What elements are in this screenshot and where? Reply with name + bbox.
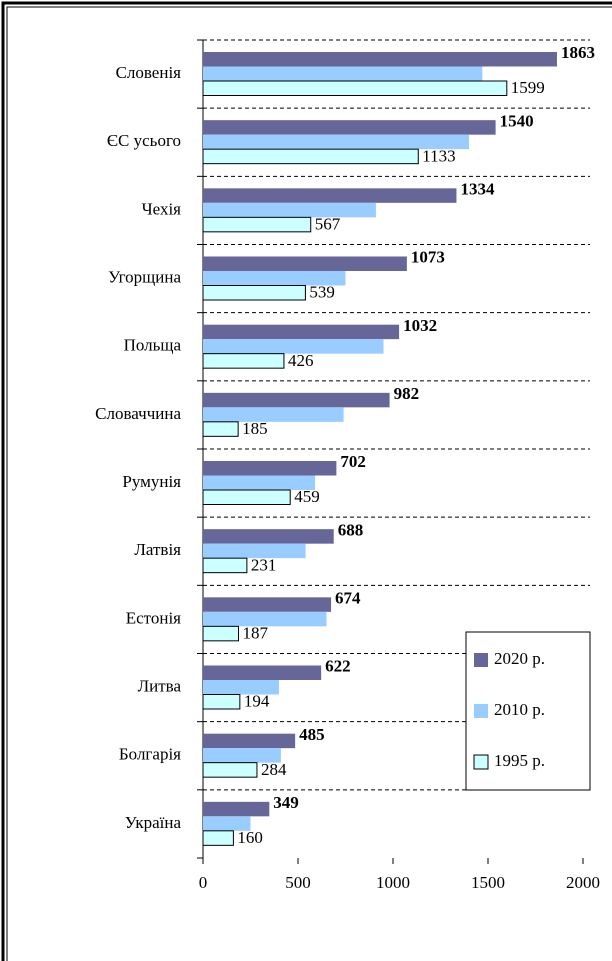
bar [202,353,285,369]
y-tick-label: Україна [125,813,182,832]
x-tick-label: 2000 [566,873,600,892]
bar [203,324,400,340]
bar [202,625,240,642]
frame-inner [6,6,612,961]
value-label: 702 [340,452,366,471]
bar [202,557,248,574]
y-tick-label: Польща [124,336,182,355]
bar [202,694,241,710]
bar [203,188,457,203]
bar [203,529,334,544]
x-tick-label: 1500 [471,873,505,892]
value-label: 688 [338,520,364,539]
x-tick-label: 0 [199,873,208,892]
value-label: 194 [244,692,270,711]
legend-swatch [473,754,489,770]
bar [203,680,279,695]
bar [203,461,337,476]
y-tick-label: Литва [138,676,182,695]
value-label: 674 [335,588,361,607]
bar [203,52,557,67]
value-label: 160 [237,828,263,847]
x-tick-label: 1000 [376,873,410,892]
bar [203,256,407,271]
value-label: 284 [261,760,287,779]
bar [203,611,327,627]
bar [203,134,469,150]
value-label: 426 [288,351,314,370]
bar [203,801,270,817]
value-label: 231 [251,555,277,574]
legend-swatch [474,704,488,718]
value-label: 349 [273,793,299,812]
value-label: 1073 [411,248,445,267]
legend-label: 2010 р. [494,700,545,719]
bar [202,421,239,437]
bar [202,285,306,301]
y-tick-label: Словенія [116,63,182,82]
bar [203,816,251,831]
bar [203,475,316,490]
bar [202,148,419,165]
bar [203,392,390,408]
value-label: 1032 [403,316,437,335]
value-label: 1863 [561,43,595,62]
y-tick-label: Словаччина [95,404,181,423]
bar [202,762,258,778]
y-tick-label: Румунія [122,472,181,491]
bar [203,665,322,680]
value-label: 1334 [460,179,495,198]
legend-swatch [474,653,488,667]
legend-label: 2020 р. [494,649,545,668]
legend-label: 1995 р. [494,751,545,770]
value-label: 1599 [511,78,545,97]
value-label: 1540 [500,111,534,130]
bar [202,80,508,96]
bar [203,271,346,286]
value-label: 459 [294,487,320,506]
value-label: 622 [325,657,351,676]
bar [202,830,234,846]
y-tick-label: Чехія [142,199,182,218]
bar [202,216,312,233]
bar [203,733,296,749]
value-label: 567 [315,214,341,233]
bar [203,120,496,135]
value-label: 185 [242,419,268,438]
bar [203,748,281,763]
bar [203,543,306,559]
y-tick-label: Угорщина [108,267,181,286]
y-tick-label: Латвія [134,540,181,559]
value-label: 187 [243,623,269,642]
value-label: 539 [309,283,335,302]
bar [203,66,483,81]
x-tick-label: 500 [285,873,311,892]
value-label: 1133 [422,146,455,165]
bar [203,407,344,422]
y-tick-label: ЄС усього [107,131,181,150]
value-label: 485 [299,725,325,744]
y-tick-label: Естонія [126,608,181,627]
bar [203,339,384,354]
y-tick-label: Болгарія [119,745,181,764]
bar [203,202,376,218]
bar [202,489,291,505]
bar [203,597,332,612]
value-label: 982 [394,384,420,403]
